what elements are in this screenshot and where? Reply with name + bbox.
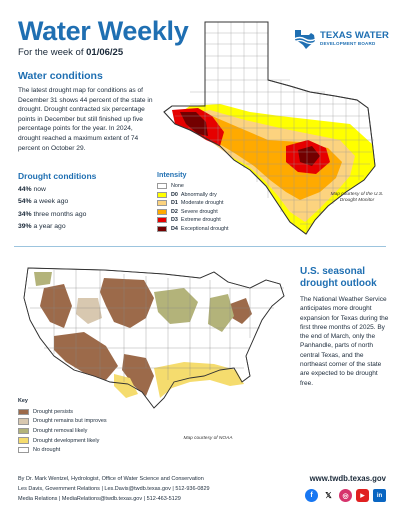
texas-map-legend: Intensity None D0 Abnormally dry D1 Mode…	[157, 170, 257, 233]
texas-drought-map	[163, 21, 376, 235]
key-swatch	[18, 427, 29, 435]
legend-swatch	[157, 225, 167, 232]
us-map-credit: Map courtesy of NOAA	[183, 436, 233, 441]
legend-row: D3 Extreme drought	[157, 216, 257, 225]
key-row: Drought remains but improves	[18, 417, 138, 427]
key-row: Drought removal likely	[18, 426, 138, 436]
legend-label: None	[171, 183, 184, 190]
key-label: Drought development likely	[33, 437, 100, 444]
legend-row: None	[157, 182, 257, 191]
footer-contacts: By Dr. Mark Wentzel, Hydrologist, Office…	[18, 474, 268, 504]
area-removal	[154, 288, 198, 324]
area-removal-east	[208, 294, 234, 332]
drought-value: 34%	[18, 210, 32, 218]
state-lines	[28, 270, 284, 382]
week-prefix: For the week of	[18, 47, 84, 58]
legend-code: D3	[171, 217, 178, 224]
area-improves	[76, 298, 102, 324]
drought-label: a week ago	[33, 198, 69, 206]
area-persists	[100, 278, 154, 328]
logo-line2: DEVELOPMENT BOARD	[320, 41, 376, 46]
legend-row: D0 Abnormally dry	[157, 191, 257, 200]
key-label: Drought remains but improves	[33, 418, 107, 425]
legend-swatch	[157, 217, 167, 224]
drought-conditions-list: 44% now 54% a week ago 34% three months …	[18, 184, 148, 233]
area-development	[154, 362, 244, 398]
key-label: No drought	[33, 447, 61, 454]
water-conditions-heading: Water conditions	[18, 70, 103, 82]
texas-map-credit: Map courtesy of the U.S. Drought Monitor	[330, 192, 384, 204]
x-icon[interactable]: 𝕏	[322, 489, 335, 502]
area-d4-central	[298, 146, 320, 166]
area-d4	[180, 112, 208, 136]
drought-row: 34% three months ago	[18, 209, 148, 221]
legend-swatch	[157, 183, 167, 190]
texas-logo-icon	[293, 30, 317, 49]
legend-code: D4	[171, 225, 178, 232]
key-title: Key	[18, 398, 28, 404]
us-drought-outlook-map	[23, 267, 285, 409]
legend-label: Moderate drought	[180, 200, 224, 207]
drought-value: 44%	[18, 186, 32, 193]
drought-label: three months ago	[33, 210, 87, 218]
water-conditions-body: The latest drought map for conditions as…	[18, 87, 153, 152]
footer-author: By Dr. Mark Wentzel, Hydrologist, Office…	[18, 476, 204, 482]
social-icons: f 𝕏 ◎ ▶ in	[305, 489, 386, 502]
legend-code: D1	[171, 200, 178, 207]
logo-line1: TEXAS WATER	[320, 30, 390, 41]
key-row: No drought	[18, 445, 138, 455]
week-line: For the week of 01/06/25	[18, 47, 123, 58]
seasonal-outlook-heading: U.S. seasonal drought outlook	[300, 266, 377, 290]
key-row: Drought persists	[18, 407, 138, 417]
legend-row: D4 Exceptional drought	[157, 225, 257, 234]
legend-code: D2	[171, 208, 178, 215]
legend-row: D2 Severe drought	[157, 208, 257, 217]
legend-swatch	[157, 191, 167, 198]
legend-label: Abnormally dry	[180, 191, 217, 198]
footer-media-relations[interactable]: Media Relations | MediaRelations@twdb.te…	[18, 496, 181, 502]
drought-label: a year ago	[33, 222, 66, 230]
drought-value: 39%	[18, 222, 32, 230]
section-divider	[14, 246, 386, 247]
footer-gov-relations[interactable]: Les Davis, Government Relations | Les.Da…	[18, 486, 210, 492]
area-development-tx	[114, 374, 138, 398]
legend-code: D0	[171, 191, 178, 198]
week-date: 01/06/25	[86, 47, 124, 58]
area-removal-west	[34, 272, 52, 286]
key-label: Drought persists	[33, 408, 74, 415]
website-link[interactable]: www.twdb.texas.gov	[309, 474, 386, 483]
page-title: Water Weekly	[18, 16, 189, 46]
key-row: Drought development likely	[18, 436, 138, 446]
key-swatch	[18, 408, 29, 416]
legend-label: Severe drought	[180, 208, 218, 215]
area-persists-ne	[230, 298, 252, 324]
key-label: Drought removal likely	[33, 427, 88, 434]
legend-swatch	[157, 208, 167, 215]
drought-row: 54% a week ago	[18, 196, 148, 208]
legend-swatch	[157, 200, 167, 207]
legend-label: Extreme drought	[180, 217, 221, 224]
drought-label: now	[33, 186, 46, 193]
drought-value: 54%	[18, 198, 32, 206]
linkedin-icon[interactable]: in	[373, 489, 386, 502]
legend-row: D1 Moderate drought	[157, 199, 257, 208]
drought-row: 39% a year ago	[18, 221, 148, 233]
legend-label: Exceptional drought	[180, 225, 229, 232]
legend-title: Intensity	[157, 170, 187, 179]
drought-row: 44% now	[18, 184, 148, 196]
us-map-key: Key Drought persists Drought remains but…	[18, 398, 138, 455]
twdb-logo[interactable]: TEXAS WATER DEVELOPMENT BOARD	[292, 26, 392, 52]
facebook-icon[interactable]: f	[305, 489, 318, 502]
youtube-icon[interactable]: ▶	[356, 489, 369, 502]
key-swatch	[18, 446, 29, 454]
county-grid	[175, 22, 374, 234]
seasonal-outlook-body: The National Weather Service anticipates…	[300, 296, 389, 387]
key-swatch	[18, 437, 29, 444]
key-swatch	[18, 418, 29, 425]
drought-conditions-heading: Drought conditions	[18, 171, 97, 181]
area-persists-west	[40, 284, 72, 328]
instagram-icon[interactable]: ◎	[339, 489, 352, 502]
